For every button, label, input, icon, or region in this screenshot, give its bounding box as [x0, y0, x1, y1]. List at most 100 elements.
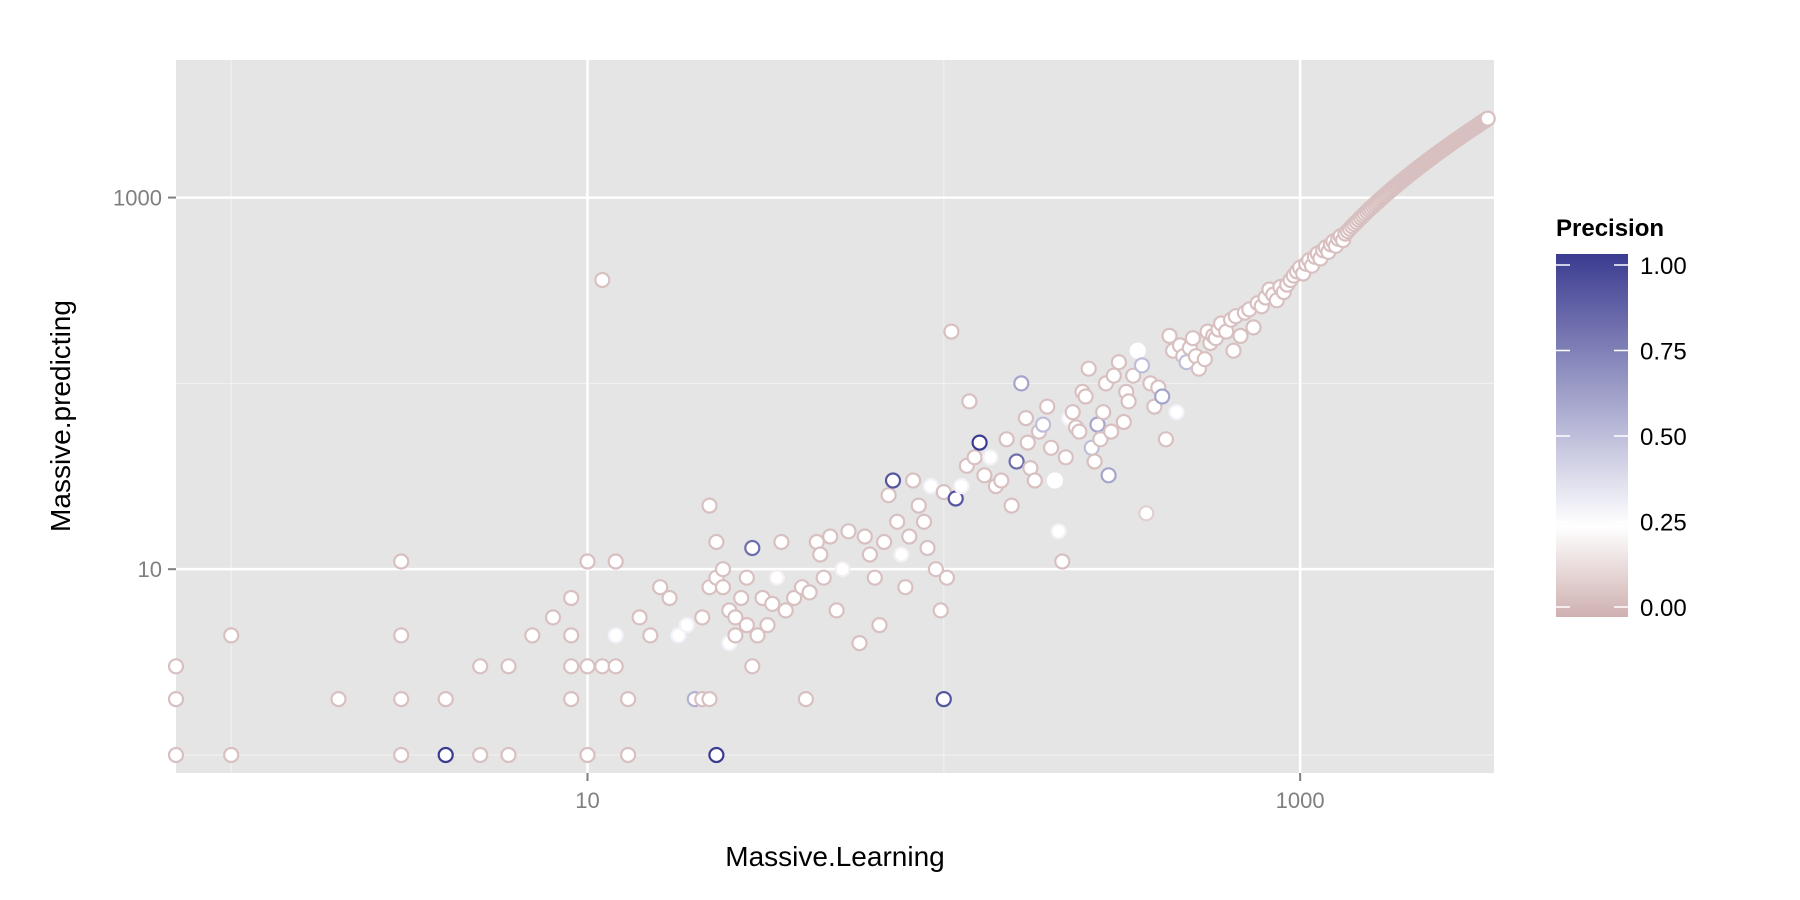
data-point	[927, 561, 945, 578]
data-point	[437, 690, 454, 708]
data-point	[1110, 354, 1128, 371]
data-point	[1092, 431, 1109, 448]
data-point	[1245, 319, 1262, 336]
data-point	[393, 690, 410, 708]
data-point	[884, 472, 902, 489]
data-point	[1057, 449, 1074, 466]
legend-ticks: 1.00 0.75 0.50 0.25 0.00	[1556, 253, 1687, 622]
legend-tick-label: 0.50	[1640, 424, 1687, 451]
data-point	[982, 449, 999, 466]
y-tick-label: 10	[138, 557, 162, 582]
data-point	[919, 539, 936, 557]
data-point	[708, 746, 725, 764]
data-point	[563, 690, 580, 708]
data-point	[661, 589, 678, 607]
data-point	[971, 434, 988, 451]
data-point	[1103, 423, 1120, 440]
data-point	[714, 579, 732, 596]
data-point	[871, 616, 888, 634]
data-point	[437, 746, 454, 764]
data-point	[1138, 505, 1155, 522]
y-tick-label: 1000	[113, 186, 162, 211]
data-point	[880, 487, 897, 504]
data-point	[1034, 416, 1052, 433]
legend-tick-label: 1.00	[1640, 253, 1687, 280]
data-point	[1054, 553, 1071, 570]
data-point	[223, 627, 240, 644]
data-point	[1184, 330, 1202, 347]
data-point	[678, 616, 695, 634]
legend: Precision 1.00 0.75 0.50 0.25 0.00	[1556, 215, 1687, 622]
data-point	[472, 746, 489, 764]
data-point	[744, 539, 761, 557]
data-point	[544, 609, 562, 626]
data-point	[393, 553, 410, 570]
data-point	[1086, 453, 1103, 470]
data-point	[915, 513, 933, 530]
data-point	[738, 616, 755, 634]
data-point	[966, 449, 983, 466]
x-tick-label: 1000	[1276, 788, 1325, 813]
x-tick-label: 10	[575, 788, 599, 813]
data-point	[1042, 439, 1060, 456]
data-point	[1019, 434, 1036, 451]
data-point	[993, 472, 1010, 489]
data-point	[738, 569, 755, 586]
data-point	[785, 589, 803, 607]
data-point	[714, 561, 732, 578]
data-point	[1039, 398, 1056, 415]
data-point	[875, 533, 893, 551]
data-point	[1154, 388, 1171, 405]
data-point	[815, 569, 832, 586]
data-point	[1120, 393, 1137, 410]
data-point	[773, 533, 790, 551]
data-point	[167, 746, 185, 764]
data-point	[961, 393, 978, 410]
data-point	[1095, 404, 1112, 421]
data-point	[500, 746, 517, 764]
data-point	[1013, 375, 1030, 392]
data-point	[631, 609, 648, 626]
data-point	[330, 690, 347, 708]
data-point	[579, 658, 596, 675]
data-point	[1026, 472, 1043, 489]
data-point	[607, 553, 624, 570]
data-point	[943, 323, 960, 340]
data-point	[701, 690, 718, 708]
data-point	[749, 627, 766, 644]
data-point	[840, 523, 857, 540]
data-point	[910, 497, 927, 514]
data-point	[472, 658, 489, 675]
data-point	[893, 546, 910, 563]
data-point	[708, 533, 725, 551]
data-point	[1133, 357, 1151, 374]
axes: 10 1000 10 1000	[113, 186, 1325, 813]
data-point	[777, 602, 794, 619]
data-point	[167, 658, 185, 675]
data-point	[1100, 467, 1117, 484]
data-point	[727, 609, 744, 626]
data-point	[393, 746, 410, 764]
data-point	[733, 589, 750, 607]
data-point	[797, 690, 815, 708]
data-point	[1115, 413, 1132, 431]
data-point	[998, 431, 1015, 448]
data-point	[822, 528, 839, 545]
data-point	[167, 690, 185, 708]
data-point	[594, 658, 611, 675]
x-axis-title: Massive.Learning	[725, 841, 944, 872]
data-point	[1125, 367, 1142, 384]
y-axis-title: Massive.predicting	[45, 300, 76, 532]
data-point	[607, 627, 624, 644]
data-point	[851, 634, 868, 652]
data-point	[1046, 472, 1064, 489]
data-point	[642, 627, 659, 644]
data-point	[694, 609, 711, 626]
data-point	[594, 271, 611, 289]
data-point	[670, 627, 687, 644]
data-point	[1225, 342, 1242, 359]
data-point	[901, 528, 918, 545]
data-point	[834, 561, 851, 578]
data-point	[1080, 360, 1097, 377]
